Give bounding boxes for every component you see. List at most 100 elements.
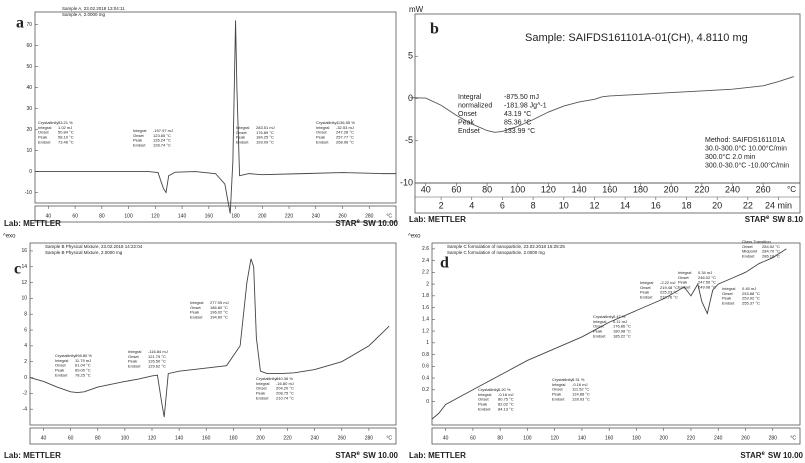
- annotation-text: 210.74 °C: [276, 395, 294, 400]
- annotation-text: -875.50 mJ: [504, 94, 539, 101]
- annotation-text: -16.80 mJ: [276, 381, 294, 386]
- y-tick-label: -10: [25, 190, 32, 196]
- y-tick-label: -2: [23, 391, 28, 397]
- annotation-text: 128.93 °C: [572, 396, 590, 401]
- annotation-text: Endset: [722, 300, 735, 305]
- annotation-text: 247.28 °C: [336, 130, 354, 135]
- y-tick-label: 1.2: [422, 328, 429, 334]
- annotation-text: Integral: [593, 319, 606, 324]
- annotation-text: Endset: [38, 139, 51, 144]
- x-tick-label: 140: [175, 435, 184, 441]
- dsc-curve: [29, 258, 390, 418]
- annotation-text: 80.75 °C: [498, 397, 514, 402]
- y-tick-label: 1.4: [422, 317, 429, 323]
- star-sup: e: [762, 451, 766, 457]
- x-tick-label: 240: [312, 213, 321, 219]
- x-tick-label: 120: [550, 435, 559, 441]
- y-unit: mW: [409, 5, 424, 14]
- annotation-text: Peak: [593, 328, 602, 333]
- x-unit: °C: [386, 213, 392, 219]
- annotation-text: 246.02 °C: [698, 275, 716, 280]
- panel-letter: a: [16, 15, 24, 32]
- annotation-text: Integral: [55, 358, 68, 363]
- annotation-text: Endset: [316, 139, 329, 144]
- annotation-text: Endset: [133, 142, 146, 147]
- x-tick-label: 180: [632, 435, 641, 441]
- y-tick-label: 2.4: [422, 258, 429, 264]
- annotation-text: 300.0-30.0°C -10.00°C/min: [705, 161, 789, 169]
- x-axis-strip: [431, 427, 801, 445]
- annotation-text: Endset: [478, 406, 491, 411]
- panel-letter: d: [440, 255, 449, 272]
- x-tick-label: 280: [365, 213, 374, 219]
- annotation-text: 225.23 °C: [660, 290, 678, 295]
- annotation-text: 286.18 °C: [762, 253, 780, 258]
- sample-header: Sample B Physical Mixture, 23.02.2018 14…: [45, 244, 143, 249]
- sample-header: Sample: SAIFDS161101A-01(CH), 4.8110 mg: [525, 32, 748, 44]
- x-tick-label: 40: [443, 435, 449, 441]
- annotation-text: Onset: [678, 275, 690, 280]
- annotation-text: Integral: [678, 270, 691, 275]
- x-tick-label: 260: [741, 435, 750, 441]
- annotation-text: Peak: [478, 401, 487, 406]
- star: STAR: [335, 219, 356, 228]
- annotation-text: 78.25 °C: [75, 372, 91, 377]
- y-tick-label: 2.2: [422, 270, 429, 276]
- software-version: SW 8.10: [772, 215, 803, 224]
- y-tick-label: 0.2: [422, 387, 429, 393]
- y-tick-label: 0: [29, 169, 32, 175]
- sample-header: Sample B Physical Mixture, 2.0000 mg: [45, 250, 123, 255]
- software-label: STARe SW 10.00: [740, 451, 803, 461]
- x-tick-label: 120: [541, 184, 556, 194]
- x-tick-label: 140: [578, 435, 587, 441]
- lab-label: Lab: METTLER: [409, 215, 466, 224]
- annotation-text: 249.08 °C: [698, 284, 716, 289]
- star-sup: e: [766, 215, 770, 221]
- annotation-text: Peak: [640, 290, 649, 295]
- annotation-text: 128.74 °C: [153, 142, 171, 147]
- annotation-text: Integral: [128, 349, 141, 354]
- annotation-text: 176.86 °C: [613, 324, 631, 329]
- annotation-text: Endset: [593, 333, 606, 338]
- annotation-text: Integral: [552, 382, 565, 387]
- x-tick-label: 100: [510, 184, 525, 194]
- annotation-text: 268.96 °C: [336, 139, 354, 144]
- software-label: STARe SW 10.00: [335, 219, 398, 229]
- y-tick-label: 2: [426, 281, 429, 287]
- annotation-text: Integral: [722, 286, 735, 291]
- annotation-text: 50.84 °C: [58, 130, 74, 135]
- annotation-text: Crystallinity: [552, 377, 572, 382]
- y-tick-label: 12: [21, 280, 27, 286]
- star-sup: e: [357, 451, 361, 457]
- y-tick-label: 70: [26, 22, 32, 28]
- y-tick-label: 30: [26, 106, 32, 112]
- x2-tick-label: 4: [469, 200, 474, 210]
- annotation-text: Endset: [190, 314, 203, 319]
- x2-tick-label: 18: [681, 200, 691, 210]
- annotation-text: 176.89 °C: [256, 130, 274, 135]
- annotation-text: Onset: [190, 305, 202, 310]
- annotation-text: Endset: [742, 253, 755, 258]
- y-tick-label: 0.4: [422, 375, 429, 381]
- annotation-text: 1.02 mJ: [58, 125, 72, 130]
- plot-frame: [431, 242, 801, 426]
- annotation-text: 5.31 %: [572, 377, 585, 382]
- y-tick-label: -5: [405, 135, 413, 145]
- x2-tick-label: 20: [712, 200, 722, 210]
- annotation-text: 277.05 mJ: [210, 300, 229, 305]
- y-tick-label: 40: [26, 85, 32, 91]
- x-tick-label: 260: [338, 435, 347, 441]
- y-unit: ^exo: [3, 234, 16, 240]
- plot-frame: [34, 11, 397, 204]
- annotation-text: Onset: [458, 111, 477, 118]
- annotation-text: Integral: [640, 280, 653, 285]
- x2-tick-label: 6: [500, 200, 505, 210]
- y-tick-label: 4: [24, 343, 27, 349]
- annotation-text: Onset: [133, 133, 145, 138]
- annotation-text: Crystallinity: [478, 387, 498, 392]
- x-tick-label: 160: [605, 435, 614, 441]
- annotation-text: Peak: [256, 390, 265, 395]
- x-tick-label: 220: [687, 435, 696, 441]
- x2-tick-label: 24 min: [765, 200, 792, 210]
